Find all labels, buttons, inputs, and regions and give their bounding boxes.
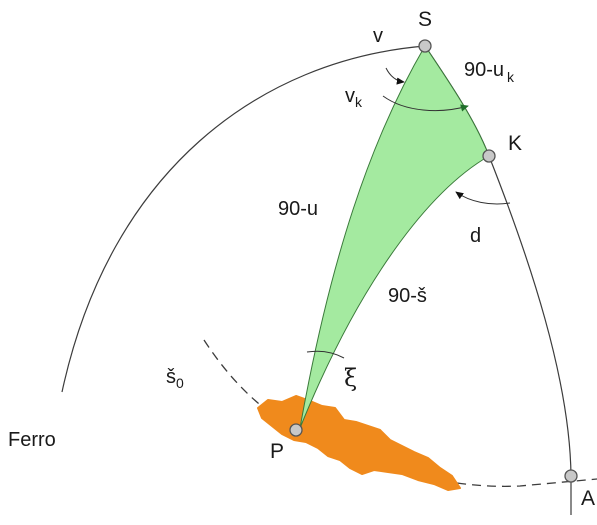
angle-arc-xi xyxy=(306,350,345,359)
label-d: d xyxy=(470,225,481,247)
label-ferro: Ferro xyxy=(8,429,56,451)
label-s: S xyxy=(418,8,432,31)
label-s0: š0 xyxy=(166,366,184,391)
label-90-u: 90-u xyxy=(278,198,318,220)
node-a xyxy=(564,469,578,483)
label-v: v xyxy=(373,25,383,47)
orange-region xyxy=(257,395,461,491)
node-k xyxy=(482,149,496,163)
node-s xyxy=(418,39,432,53)
label-vk: vk xyxy=(345,85,363,110)
angle-arc-vk xyxy=(382,95,469,112)
spherical-triangle-skp xyxy=(299,45,490,429)
angle-arc-v xyxy=(385,67,405,85)
label-p: P xyxy=(270,440,284,463)
angle-arc-d xyxy=(455,191,511,205)
label-a: A xyxy=(581,487,595,510)
node-p xyxy=(289,423,303,437)
label-xi: ξ xyxy=(344,364,357,392)
ferro-meridian-arc xyxy=(61,45,426,393)
label-k: K xyxy=(508,132,522,155)
label-90-s: 90-š xyxy=(388,285,427,307)
label-90-uk: 90-u k xyxy=(464,59,515,85)
